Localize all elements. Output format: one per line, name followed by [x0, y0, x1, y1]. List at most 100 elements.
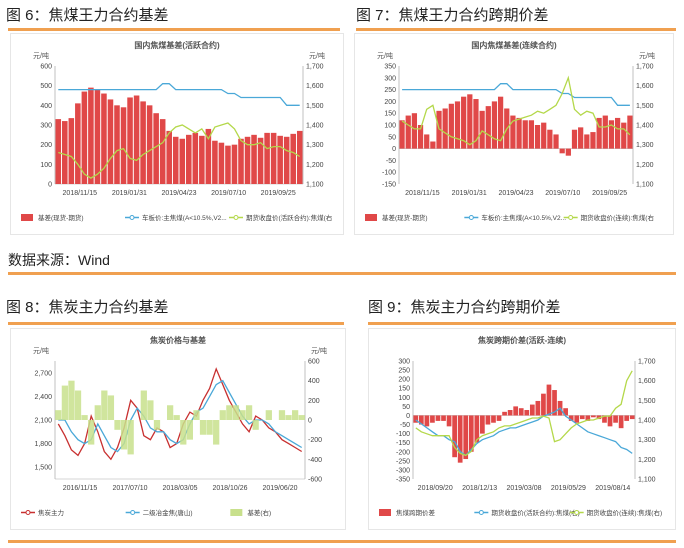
- divider-bottom-right: [368, 322, 676, 325]
- c3-bar: [446, 415, 452, 427]
- c0-legend-swatch: [21, 214, 33, 221]
- c3-bar: [529, 404, 535, 416]
- c2-area-bar: [219, 410, 226, 420]
- c2-area-bar: [107, 395, 115, 420]
- data-source-note: 数据来源：Wind: [8, 252, 110, 268]
- c1-legend-swatch: [365, 214, 377, 221]
- c2-area-bar: [101, 390, 108, 420]
- c2-left-tick-label: 1,500: [34, 465, 52, 472]
- c2-area-bar: [127, 420, 134, 455]
- c0-right-axis-unit: 元/吨: [309, 51, 325, 60]
- c1-bar: [442, 108, 448, 149]
- c3-x-tick-label: 2019/08/14: [595, 485, 630, 492]
- c3-bar: [507, 410, 513, 416]
- c1-right-tick-label: 1,100: [636, 182, 654, 189]
- c2-area-bar: [173, 415, 180, 420]
- divider-bottom-left: [8, 322, 344, 325]
- c1-x-tick-label: 2019/07/10: [545, 190, 580, 197]
- c0-bar: [192, 132, 199, 184]
- c1-right-tick-label: 1,200: [636, 162, 654, 169]
- c0-bar: [133, 95, 140, 184]
- c3-left-tick-label: 50: [402, 404, 410, 411]
- c1-legend-label: 车板价:主焦煤(A<10.5%,V2...: [481, 213, 566, 222]
- c0-bar: [225, 145, 231, 184]
- c1-left-tick-label: 200: [384, 99, 396, 106]
- c2-legend-label: 二级冶金焦(唐山): [143, 508, 193, 517]
- c0-bar: [62, 121, 68, 184]
- c1-right-tick-label: 1,600: [636, 83, 654, 90]
- c1-right-axis-unit: 元/吨: [639, 51, 655, 60]
- c0-bar: [159, 119, 166, 184]
- c1-left-tick-label: 350: [384, 64, 396, 71]
- c2-area-bar: [68, 380, 75, 420]
- c3-bar: [485, 415, 491, 425]
- c3-left-tick-label: 0: [406, 413, 410, 420]
- c3-right-tick-label: 1,400: [638, 418, 656, 425]
- c1-legend-marker: [468, 215, 474, 220]
- c2-left-axis-unit: 元/吨: [33, 346, 49, 355]
- c0-bar: [166, 130, 172, 184]
- c3-bar: [591, 415, 596, 418]
- c3-left-tick-label: 100: [398, 395, 410, 402]
- c3-legend-swatch: [379, 509, 391, 516]
- c3-bar: [552, 390, 557, 416]
- c1-bar: [417, 125, 424, 149]
- c0-x-tick-label: 2019/09/25: [261, 190, 296, 197]
- c0-bar: [140, 101, 146, 184]
- c2-area-bar: [265, 410, 272, 420]
- c3-left-tick-label: -350: [396, 477, 410, 484]
- c2-legend-label: 焦炭主力: [38, 508, 64, 517]
- c3-bar: [424, 415, 430, 427]
- c0-right-tick-label: 1,200: [306, 162, 324, 169]
- c1-bar: [590, 132, 596, 149]
- c0-right-tick-label: 1,300: [306, 142, 324, 149]
- c3-bar: [502, 411, 507, 416]
- c3-x-tick-label: 2019/05/29: [551, 485, 586, 492]
- c0-bar: [127, 97, 133, 184]
- c0-x-tick-label: 2019/07/10: [211, 190, 246, 197]
- c1-bar: [454, 101, 461, 149]
- c1-left-tick-label: 100: [384, 123, 396, 130]
- c2-chart-title: 焦炭价格与基差: [149, 335, 206, 345]
- c3-left-tick-label: 200: [398, 377, 410, 384]
- c0-left-tick-label: 600: [40, 64, 52, 71]
- c0-bar: [283, 136, 290, 184]
- c0-bar: [257, 137, 264, 184]
- c1-bar: [528, 120, 535, 149]
- c1-bar: [424, 134, 430, 149]
- c3-legend-marker: [478, 510, 484, 515]
- c0-bar: [153, 113, 159, 184]
- c1-bar: [436, 110, 442, 149]
- c0-bar: [172, 136, 179, 184]
- c3-bar: [457, 415, 463, 463]
- c0-chart-title: 国内焦煤基差(活跃合约): [134, 40, 220, 50]
- c1-left-tick-label: 50: [388, 134, 396, 141]
- c0-left-axis-unit: 元/吨: [33, 51, 49, 60]
- c2-x-tick-label: 2016/11/15: [63, 485, 98, 492]
- c3-bar: [568, 415, 574, 421]
- c1-bar: [491, 101, 498, 149]
- c0-bar: [212, 140, 218, 184]
- c0-bar: [75, 103, 81, 184]
- c0-left-tick-label: 400: [40, 103, 52, 110]
- c3-legend-label: 焦煤跨期价差: [396, 508, 436, 517]
- c2-area-bar: [213, 420, 220, 445]
- c3-bar: [563, 408, 568, 416]
- c1-bar: [510, 115, 516, 149]
- c3-bar: [518, 408, 524, 416]
- c1-right-tick-label: 1,300: [636, 142, 654, 149]
- chart-fig6: 国内焦煤基差(活跃合约) 元/吨 元/吨 600 500 400 300 200 100 0 1,7…: [21, 40, 333, 222]
- c3-series-line-2: [415, 370, 633, 457]
- c1-bar: [405, 115, 411, 149]
- c0-bar: [107, 99, 114, 184]
- c2-area-bar: [94, 405, 101, 420]
- c1-x-tick-label: 2018/11/15: [405, 190, 440, 197]
- c2-area-bar: [199, 420, 207, 435]
- c1-left-tick-label: -150: [382, 182, 396, 189]
- c1-bar: [614, 117, 621, 149]
- c2-right-tick-label: -600: [308, 477, 322, 484]
- c2-series-line-1: [58, 379, 303, 453]
- c0-left-tick-label: 500: [40, 83, 52, 90]
- c2-x-tick-label: 2019/06/20: [262, 485, 297, 492]
- c0-x-tick-label: 2019/01/31: [112, 190, 147, 197]
